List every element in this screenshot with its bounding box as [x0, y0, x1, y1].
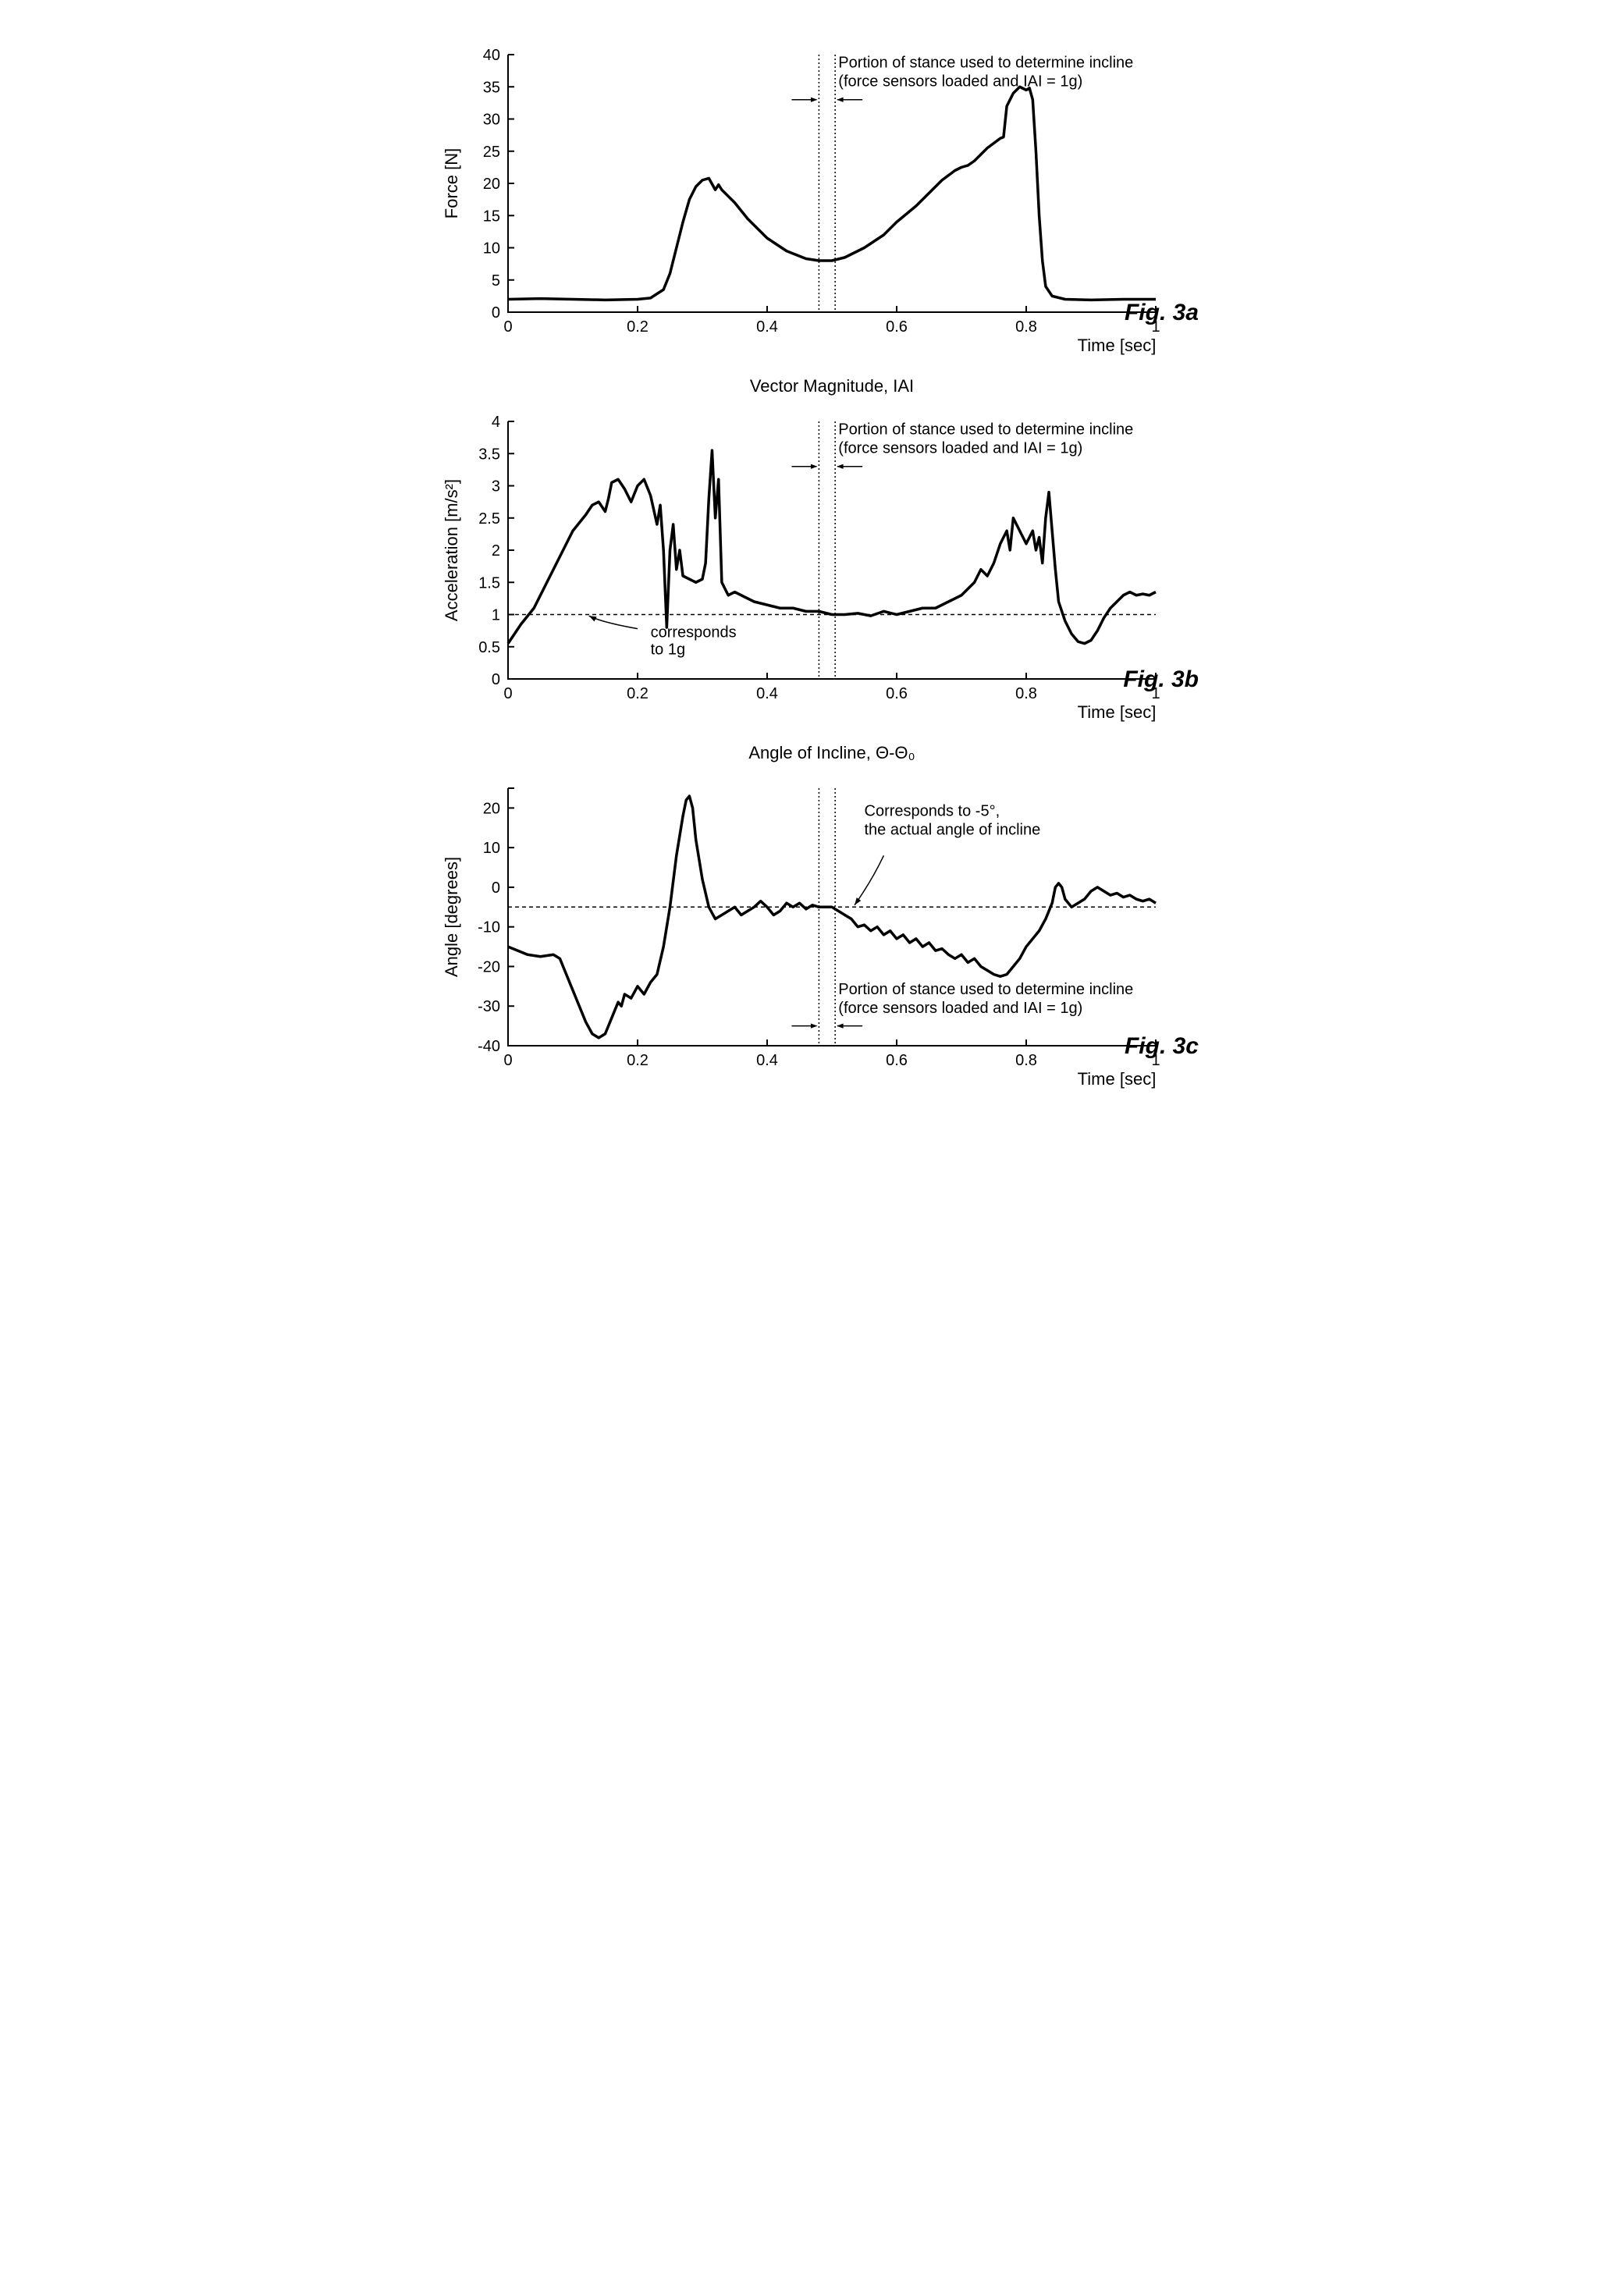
x-tick-label: 0	[503, 1052, 512, 1069]
y-tick-label: 25	[482, 144, 499, 161]
x-tick-label: 0.8	[1015, 318, 1037, 336]
annotation-minus5: Corresponds to -5°,	[864, 803, 1000, 820]
annotation-1g: to 1g	[650, 641, 684, 658]
panel-b: Vector Magnitude, IAI 0 0.5 1 1.5 2 2.5 3 3.5 4 0 0…	[422, 375, 1203, 726]
y-tick-label: 1	[491, 607, 499, 624]
x-tick-label: 0.6	[886, 1052, 908, 1069]
x-tick-label: 0	[503, 318, 512, 336]
y-tick-label: 10	[482, 840, 499, 857]
x-tick-label: 0.4	[756, 1052, 778, 1069]
y-tick-label: -10	[478, 919, 500, 936]
figure-container: 051015202530354000.20.40.60.81Force [N]T…	[422, 31, 1203, 1093]
data-series	[508, 87, 1156, 300]
annotation-1g: corresponds	[650, 624, 736, 641]
x-tick-label: 0.2	[627, 685, 649, 702]
y-tick-label: 5	[491, 272, 499, 290]
y-tick-label: -20	[478, 958, 500, 975]
y-tick-label: 0	[491, 671, 499, 688]
x-tick-label: 0.4	[756, 685, 778, 702]
panel-c: Angle of Incline, Θ-Θ₀ -40 -30 -20 -10 0 10 20 0…	[422, 741, 1203, 1093]
y-tick-label: -40	[478, 1038, 500, 1055]
annotation-text: Portion of stance used to determine incl…	[838, 55, 1133, 72]
y-axis-label: Angle [degrees]	[442, 857, 461, 977]
figure-label: Fig. 3a	[1124, 300, 1198, 325]
y-tick-label: 0.5	[478, 639, 500, 656]
y-tick-label: 2	[491, 542, 499, 560]
x-tick-label: 0	[503, 685, 512, 702]
x-axis-label: Time [sec]	[1077, 336, 1156, 355]
figure-label: Fig. 3c	[1124, 1033, 1198, 1059]
x-axis-label: Time [sec]	[1077, 1069, 1156, 1089]
y-axis-label: Acceleration [m/s²]	[442, 479, 461, 621]
annotation-text: (force sensors loaded and IAI = 1g)	[838, 440, 1082, 457]
y-tick-label: 3	[491, 478, 499, 496]
x-tick-label: 0.6	[886, 685, 908, 702]
y-tick-label: 0	[491, 879, 499, 897]
x-tick-label: 0.8	[1015, 685, 1037, 702]
annotation-text: (force sensors loaded and IAI = 1g)	[838, 1000, 1082, 1017]
x-tick-label: 0.4	[756, 318, 778, 336]
chart-title: Angle of Incline, Θ-Θ₀	[748, 743, 915, 762]
y-tick-label: 4	[491, 414, 499, 431]
y-tick-label: 40	[482, 47, 499, 64]
y-tick-label: 0	[491, 304, 499, 322]
y-tick-label: 20	[482, 176, 499, 193]
y-tick-label: 20	[482, 800, 499, 817]
y-tick-label: -30	[478, 998, 500, 1015]
y-tick-label: 2.5	[478, 510, 500, 528]
x-tick-label: 0.6	[886, 318, 908, 336]
chart-title: Vector Magnitude, IAI	[749, 376, 913, 396]
annotation-minus5: the actual angle of incline	[864, 822, 1040, 839]
x-tick-label: 0.2	[627, 1052, 649, 1069]
x-tick-label: 0.2	[627, 318, 649, 336]
y-axis-label: Force [N]	[442, 148, 461, 219]
figure-label: Fig. 3b	[1123, 666, 1199, 692]
y-tick-label: 3.5	[478, 446, 500, 463]
x-axis-label: Time [sec]	[1077, 702, 1156, 722]
annotation-text: Portion of stance used to determine incl…	[838, 981, 1133, 998]
y-tick-label: 10	[482, 240, 499, 258]
annotation-text: (force sensors loaded and IAI = 1g)	[838, 73, 1082, 91]
y-tick-label: 30	[482, 112, 499, 129]
y-tick-label: 15	[482, 208, 499, 225]
y-tick-label: 1.5	[478, 574, 500, 592]
x-tick-label: 0.8	[1015, 1052, 1037, 1069]
annotation-text: Portion of stance used to determine incl…	[838, 421, 1133, 439]
y-tick-label: 35	[482, 79, 499, 96]
panel-a: 051015202530354000.20.40.60.81Force [N]T…	[422, 31, 1203, 359]
